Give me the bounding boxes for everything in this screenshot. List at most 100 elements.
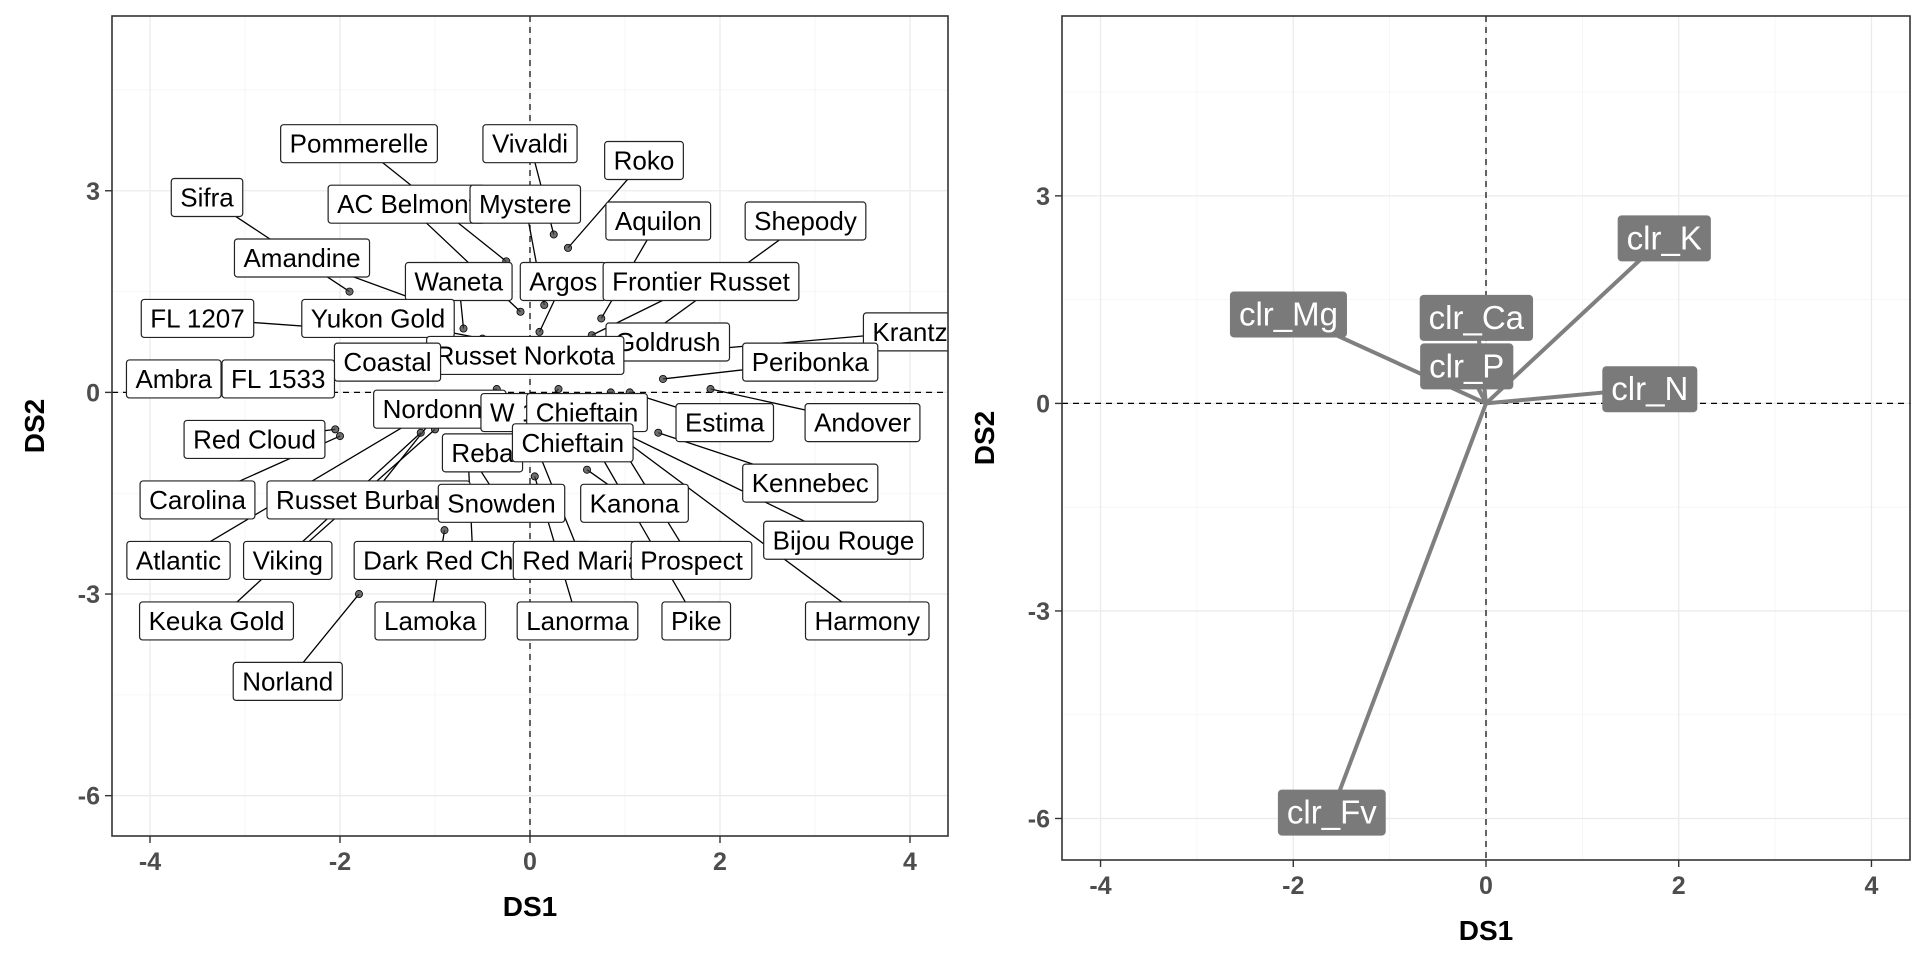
label-box <box>139 480 256 520</box>
x-axis-title: DS1 <box>1459 915 1513 946</box>
sample-label: Kennebec <box>742 463 879 503</box>
label-box <box>675 403 775 443</box>
loading-arrow <box>1484 235 1667 406</box>
sample-label: Estima <box>675 403 775 443</box>
x-tick-label: -2 <box>1282 872 1304 900</box>
sample-label: AC Belmont <box>327 184 486 224</box>
sample-label: Argos <box>519 261 607 302</box>
label-text: Argos <box>529 266 597 296</box>
label-box <box>138 601 295 641</box>
loading-label-box <box>1617 215 1711 262</box>
loading-label: clr_Mg <box>1229 291 1347 338</box>
label-box <box>301 298 455 339</box>
sample-label: Pike <box>661 601 732 641</box>
label-text: Coastal <box>343 347 431 377</box>
panel-border <box>111 15 949 837</box>
sample-point <box>549 230 558 239</box>
label-text: Snowden <box>447 488 555 518</box>
sample-point <box>354 590 363 599</box>
label-box <box>183 419 326 460</box>
y-tick-label: 3 <box>86 178 100 206</box>
sample-label: Krantz <box>862 312 948 352</box>
y-axis-title: DS2 <box>19 399 50 453</box>
label-box <box>221 359 336 399</box>
sample-label: Frontier Russet <box>602 261 800 302</box>
label-box <box>242 540 333 581</box>
loadings-content: clr_K clr_Mg clr_Ca clr_P clr_N clr_Fv <box>1229 215 1711 836</box>
label-box <box>280 124 438 164</box>
sample-point <box>440 526 449 535</box>
label-text: Chieftain <box>521 428 624 458</box>
label-text: Prospect <box>640 545 743 575</box>
loading-label-box <box>1229 291 1347 338</box>
sample-labels: Pommerelle Vivaldi Roko Sifra AC Belmont Myst… <box>125 124 948 702</box>
label-text: Roko <box>614 146 675 176</box>
loading-label-box <box>1420 343 1514 390</box>
sample-label: Bijou Rouge <box>763 520 924 560</box>
loading-label: clr_N <box>1602 366 1698 413</box>
label-box <box>140 298 255 339</box>
sample-label: Russet Burbank <box>266 480 471 520</box>
label-box <box>233 238 371 278</box>
loading-label: clr_Fv <box>1277 789 1386 836</box>
label-text: Viking <box>253 545 323 575</box>
sample-label: Andover <box>804 403 921 443</box>
loading-label-text: clr_P <box>1429 347 1504 384</box>
sample-point <box>654 428 663 437</box>
label-box <box>605 201 712 241</box>
sample-label: Yukon Gold <box>301 298 455 339</box>
label-text: Yukon Gold <box>311 303 445 333</box>
sample-label: Aquilon <box>605 201 712 241</box>
sample-label: Chieftain <box>526 392 648 433</box>
loading-label-text: clr_K <box>1627 219 1702 256</box>
loading-label: clr_K <box>1617 215 1711 262</box>
label-text: Chieftain <box>536 398 639 428</box>
label-box <box>482 124 578 164</box>
sample-label: FL 1533 <box>221 359 336 399</box>
label-text: Andover <box>814 408 911 438</box>
sample-label: Lamoka <box>374 601 487 641</box>
label-text: FL 1207 <box>150 303 244 333</box>
x-tick-label: 0 <box>523 848 537 876</box>
sample-point <box>706 385 715 394</box>
label-text: Estima <box>685 408 765 438</box>
x-tick-label: 4 <box>1865 872 1879 900</box>
label-box <box>602 261 800 302</box>
label-text: Shepody <box>754 206 857 236</box>
loading-labels: clr_K clr_Mg clr_Ca clr_P clr_N clr_Fv <box>1229 215 1711 836</box>
panel-border <box>1061 15 1911 861</box>
label-text: Red Cloud <box>193 424 316 454</box>
label-text: Aquilon <box>615 206 702 236</box>
sample-label: Nordonna <box>373 389 507 429</box>
label-box <box>661 601 732 641</box>
sample-label: Sifra <box>170 177 244 218</box>
sample-label: Harmony <box>804 601 930 641</box>
loading-label-text: clr_Fv <box>1287 794 1377 831</box>
y-tick-label: -3 <box>78 581 100 609</box>
y-tick-label: 0 <box>1036 390 1050 418</box>
label-box <box>469 184 582 224</box>
label-box <box>125 359 222 399</box>
label-text: Keuka Gold <box>149 606 285 636</box>
y-tick-label: 0 <box>86 379 100 407</box>
label-box <box>516 601 639 641</box>
leader-line <box>591 415 868 622</box>
sample-label: Peribonka <box>742 342 879 382</box>
sample-label: Pommerelle <box>280 124 438 164</box>
sample-label: Russet Norkota <box>426 335 625 376</box>
label-box <box>744 201 867 241</box>
label-text: Sifra <box>180 182 234 212</box>
sample-label: Coastal <box>333 342 442 382</box>
y-tick-label: 3 <box>1036 183 1050 211</box>
label-box <box>742 342 879 382</box>
sample-label: Red Maria <box>512 540 652 581</box>
loading-label-box <box>1419 294 1534 341</box>
label-box <box>763 520 924 560</box>
scores-content: Pommerelle Vivaldi Roko Sifra AC Belmont Myst… <box>125 124 948 702</box>
sample-label: Chieftain <box>511 423 634 463</box>
label-text: AC Belmont <box>337 189 476 219</box>
y-axis-title: DS2 <box>969 411 1000 465</box>
x-tick-label: 4 <box>903 848 917 876</box>
label-text: FL 1533 <box>231 364 325 394</box>
